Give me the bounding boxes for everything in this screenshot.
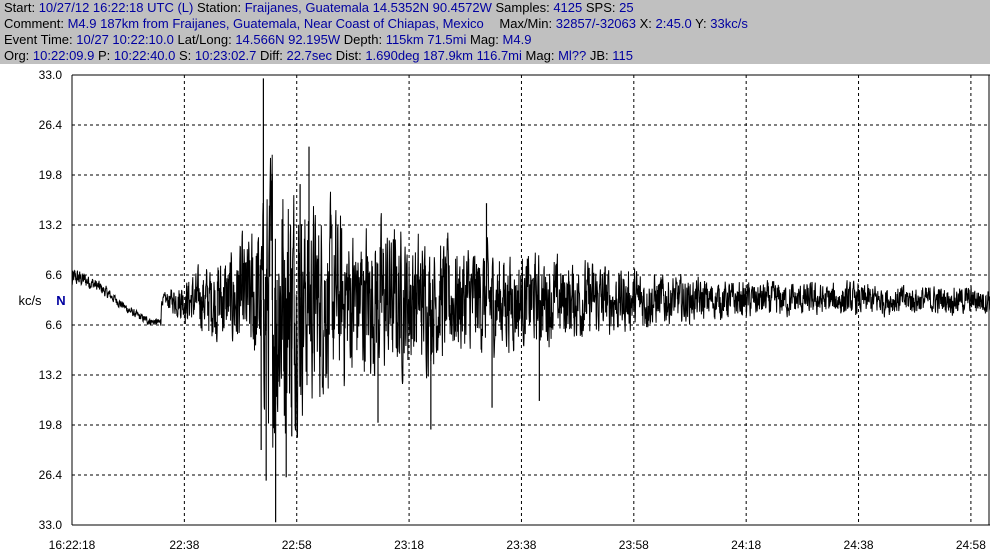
magnitude-value: M4.9 [502,32,532,47]
y-scale-value: 33kc/s [710,16,748,31]
y-tick-label: 26.4 [39,118,63,132]
x-tick-label: 23:18 [394,538,424,552]
latlong-label: Lat/Long: [177,32,232,47]
maxmin-value: 32857/-32063 [555,16,636,31]
maxmin-label: Max/Min: [499,16,553,31]
s-arrival-value: 10:23:02.7 [194,48,257,63]
trace-layer [71,78,990,523]
x-tick-label: 24:38 [844,538,874,552]
y-tick-label: 6.6 [45,318,62,332]
seismogram-chart: 33.0 26.4 19.8 13.2 6.6 13.2 19.8 26.4 33.0 6.6 1… [18,68,990,552]
p-arrival-label: P: [98,48,111,63]
channel-label: N [56,293,65,308]
local-magnitude-value: Ml?? [558,48,587,63]
x-scale-label: X: [639,16,652,31]
origin-value: 10:22:09.9 [32,48,95,63]
jb-label: JB: [589,48,609,63]
distance-value: 1.690deg 187.9km 116.7mi [365,48,522,63]
x-tick-label: 22:58 [282,538,312,552]
y-tick-label: 26.4 [39,468,63,482]
y-tick-labels: 33.0 26.4 19.8 13.2 6.6 13.2 19.8 26.4 33.0 6.6 [39,68,63,532]
comment-value: M4.9 187km from Fraijanes, Guatemala, Ne… [67,16,484,31]
y-tick-label: 19.8 [39,168,63,182]
comment-label: Comment: [4,16,64,31]
y-tick-label: 33.0 [39,518,63,532]
depth-label: Depth: [343,32,383,47]
x-tick-label: 23:58 [619,538,649,552]
header-line-4: Org: 10:22:09.9 P: 10:22:40.0 S: 10:23:0… [4,48,633,64]
depth-value: 115km 71.5mi [385,32,467,47]
diff-label: Diff: [260,48,283,63]
seismogram-trace [71,154,990,448]
header-line-2: Comment: M4.9 187km from Fraijanes, Guat… [4,16,748,32]
p-arrival-value: 10:22:40.0 [113,48,176,63]
sps-value: 25 [619,0,634,15]
y-axis-unit-label: kc/s [18,293,42,308]
event-time-value: 10/27 10:22:10.0 [76,32,174,47]
start-value: 10/27/12 16:22:18 UTC (L) [38,0,194,15]
jb-value: 115 [612,48,634,63]
x-tick-label: 23:38 [506,538,536,552]
s-arrival-label: S: [179,48,192,63]
distance-label: Dist: [335,48,362,63]
samples-value: 4125 [553,0,583,15]
x-tick-label: 24:18 [731,538,761,552]
diff-value: 22.7sec [286,48,333,63]
x-tick-labels: 16:22:18 22:38 22:58 23:18 23:38 23:58 24:18 24… [49,538,987,552]
y-tick-label: 13.2 [39,368,63,382]
y-tick-label: 19.8 [39,418,63,432]
magnitude-label: Mag: [470,32,499,47]
x-tick-label: 22:38 [169,538,199,552]
header-info-panel: Start: 10/27/12 16:22:18 UTC (L) Station… [0,0,990,64]
header-line-3: Event Time: 10/27 10:22:10.0 Lat/Long: 1… [4,32,531,48]
y-tick-label: 6.6 [45,268,62,282]
x-tick-label: 24:58 [956,538,986,552]
local-magnitude-label: Mag: [525,48,555,63]
header-line-1: Start: 10/27/12 16:22:18 UTC (L) Station… [4,0,634,16]
x-scale-value: 2:45.0 [655,16,692,31]
origin-label: Org: [4,48,30,63]
latlong-value: 14.566N 92.195W [235,32,341,47]
x-tick-label: 16:22:18 [49,538,96,552]
y-tick-label: 13.2 [39,218,63,232]
samples-label: Samples: [495,0,550,15]
y-tick-label: 33.0 [39,68,63,82]
start-label: Start: [4,0,36,15]
station-value: Fraijanes, Guatemala 14.5352N 90.4572W [244,0,492,15]
station-label: Station: [196,0,242,15]
event-time-label: Event Time: [4,32,73,47]
sps-label: SPS: [585,0,616,15]
y-scale-label: Y: [695,16,707,31]
